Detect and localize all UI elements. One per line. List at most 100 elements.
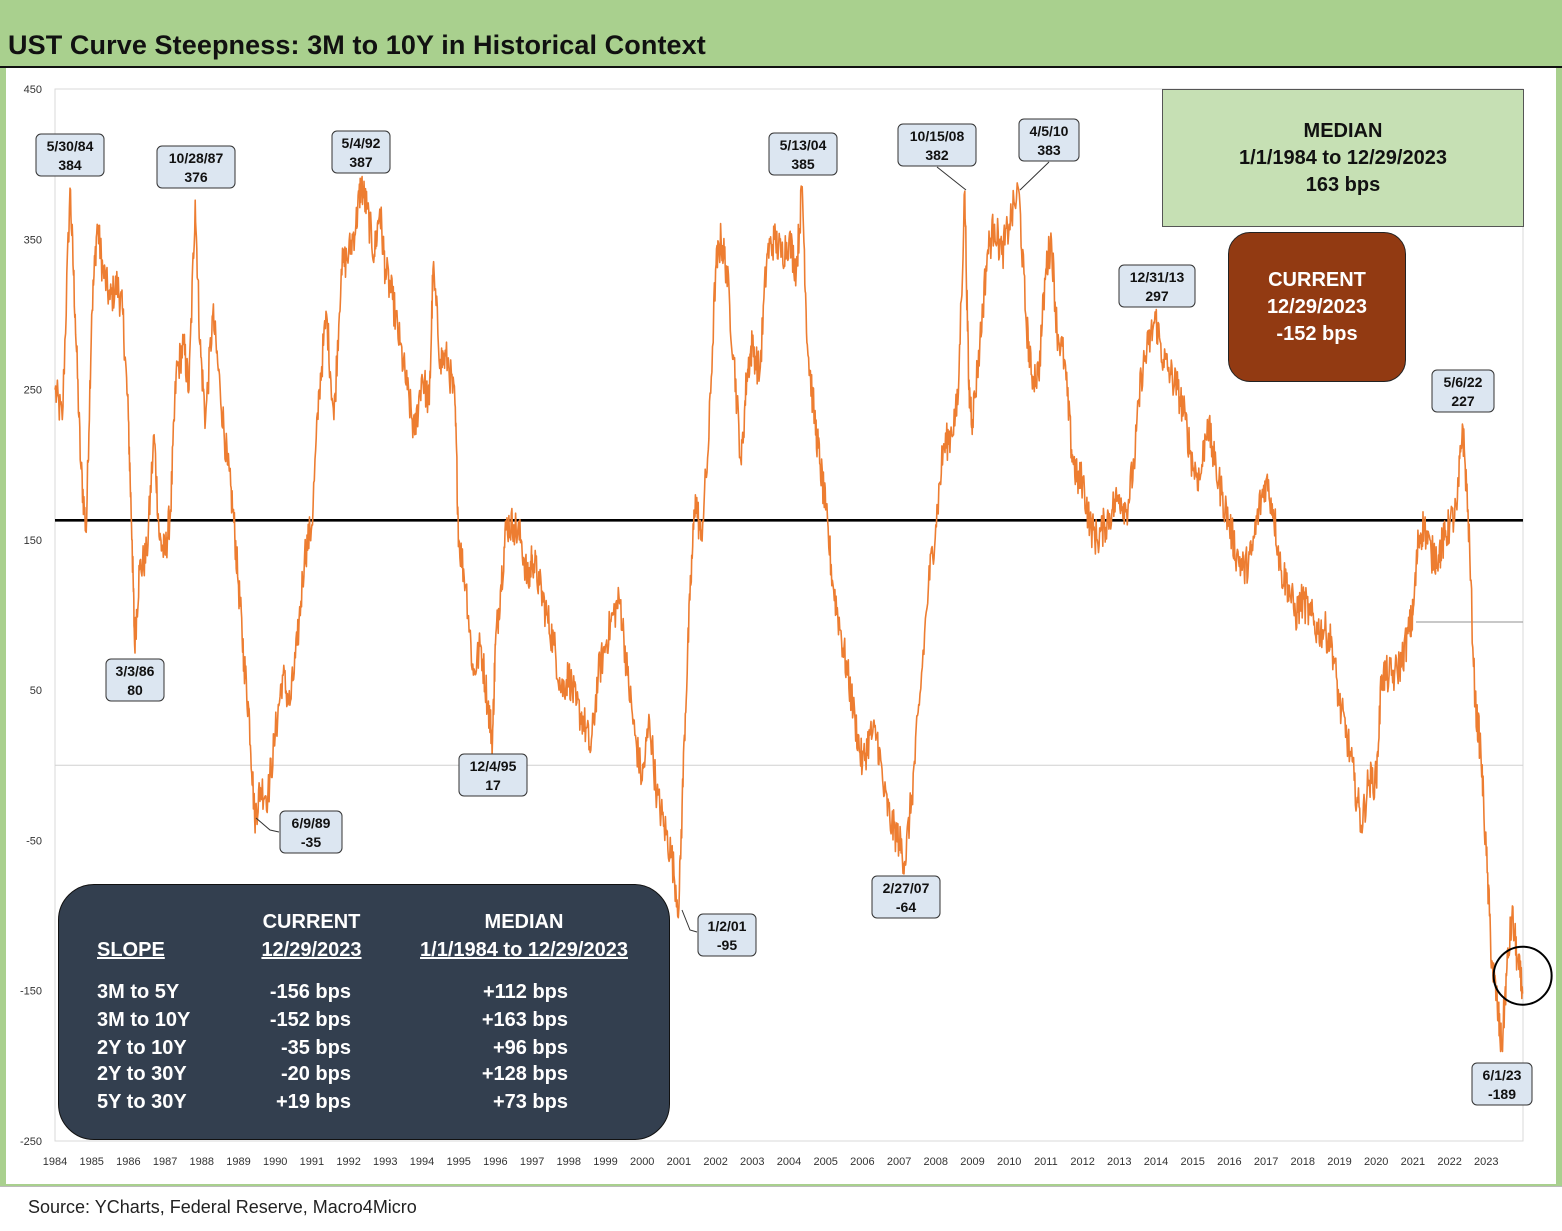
x-tick-label: 1991 (300, 1156, 324, 1168)
median-callout-line2: 1/1/1984 to 12/29/2023 (1239, 146, 1447, 169)
annotation-box (697, 913, 757, 957)
annotation-value: -95 (717, 937, 737, 953)
x-tick-label: 1998 (557, 1156, 581, 1168)
annotation-value: 17 (485, 777, 501, 793)
x-tick-label: 1989 (226, 1156, 250, 1168)
x-tick-label: 2015 (1180, 1156, 1204, 1168)
current-callout-line2: 12/29/2023 (1266, 295, 1368, 318)
current-cell: -35 bps (280, 1037, 351, 1059)
annotation-date: 5/6/22 (1444, 374, 1483, 390)
median-callout-line1: MEDIAN (1303, 119, 1383, 142)
annotation-value: -64 (896, 899, 916, 915)
annotation-box (1118, 264, 1196, 308)
annotation-value: 80 (127, 682, 143, 698)
x-tick-label: 1990 (263, 1156, 287, 1168)
x-tick-label: 1995 (446, 1156, 470, 1168)
slope-cell: 2Y to 30Y (97, 1063, 187, 1085)
annotation-date: 6/1/23 (1483, 1067, 1522, 1083)
annotation-leader (1019, 161, 1050, 191)
x-tick-label: 1997 (520, 1156, 544, 1168)
slope-cell: 3M to 10Y (97, 1009, 191, 1031)
median-callout: MEDIAN 1/1/1984 to 12/29/2023 163 bps (1162, 89, 1524, 227)
y-tick-label: 450 (24, 84, 42, 96)
series-line-3m-10y (54, 175, 1524, 1053)
x-tick-label: 1999 (593, 1156, 617, 1168)
annotation-date: 4/5/10 (1030, 123, 1069, 139)
y-tick-label: -250 (20, 1136, 42, 1148)
table-row: 2Y to 30Y -20 bps +128 bps (59, 1063, 669, 1091)
x-tick-label: 1992 (336, 1156, 360, 1168)
y-tick-label: 350 (24, 234, 42, 246)
annotation-value: 227 (1451, 393, 1475, 409)
annotation-value: 385 (791, 156, 815, 172)
current-callout-line1: CURRENT (1268, 268, 1366, 291)
slope-cell: 2Y to 10Y (97, 1037, 187, 1059)
x-tick-label: 2017 (1254, 1156, 1278, 1168)
x-tick-label: 2010 (997, 1156, 1021, 1168)
x-tick-label: 2000 (630, 1156, 654, 1168)
current-callout: CURRENT 12/29/2023 -152 bps (1228, 232, 1406, 382)
median-cell: +112 bps (482, 981, 568, 1003)
annotation-box (1431, 369, 1495, 413)
annotation-box (458, 753, 528, 797)
y-tick-label: -150 (20, 986, 42, 998)
x-tick-label: 1986 (116, 1156, 140, 1168)
x-tick-label: 2020 (1364, 1156, 1388, 1168)
annotation-box (156, 145, 236, 189)
annotation-leader (936, 166, 967, 191)
annotation-date: 10/15/08 (910, 128, 965, 144)
x-tick-label: 2011 (1034, 1156, 1058, 1168)
x-tick-label: 2004 (777, 1156, 801, 1168)
x-tick-label: 2016 (1217, 1156, 1241, 1168)
header-current: CURRENT (262, 911, 361, 933)
annotation-box (897, 123, 977, 167)
annotation-date: 12/31/13 (1130, 269, 1185, 285)
header-median-range: 1/1/1984 to 12/29/2023 (420, 939, 628, 961)
x-tick-label: 2003 (740, 1156, 764, 1168)
x-axis: 1984 1985 1986 1987 1988 1989 1990 1991 1992 1993… (43, 1156, 1499, 1168)
annotation-date: 5/13/04 (780, 137, 827, 153)
current-cell: -20 bps (280, 1063, 351, 1085)
annotation-value: 383 (1037, 142, 1061, 158)
x-tick-label: 2001 (667, 1156, 691, 1168)
x-tick-label: 2002 (703, 1156, 727, 1168)
current-cell: -152 bps (269, 1009, 351, 1031)
x-tick-label: 1994 (410, 1156, 434, 1168)
x-tick-label: 2023 (1474, 1156, 1498, 1168)
annotation-value: 387 (349, 154, 373, 170)
annotation-leader (255, 817, 280, 833)
table-row: 5Y to 30Y +19 bps +73 bps (59, 1091, 669, 1119)
annotation-box (105, 658, 165, 702)
median-cell: +96 bps (492, 1037, 568, 1059)
current-callout-line3: -152 bps (1276, 322, 1358, 345)
current-cell: -156 bps (269, 981, 351, 1003)
annotation-value: -189 (1488, 1086, 1516, 1102)
source-note: Source: YCharts, Federal Reserve, Macro4… (28, 1197, 417, 1217)
x-tick-label: 2022 (1437, 1156, 1461, 1168)
annotation-date: 1/2/01 (708, 918, 747, 934)
annotation-box (35, 133, 105, 177)
series-group (54, 175, 1553, 1053)
x-tick-label: 2014 (1144, 1156, 1168, 1168)
x-tick-label: 1996 (483, 1156, 507, 1168)
annotation-value: 382 (925, 147, 949, 163)
x-tick-label: 2013 (1107, 1156, 1131, 1168)
annotation-date: 10/28/87 (169, 150, 224, 166)
y-axis: 450 350 250 150 50 -50 -150 -250 (20, 84, 42, 1148)
x-tick-label: 2009 (960, 1156, 984, 1168)
median-cell: +73 bps (492, 1091, 568, 1113)
y-tick-label: -50 (26, 835, 42, 847)
annotation-value: 297 (1145, 288, 1169, 304)
reference-lines (55, 519, 1523, 766)
x-tick-label: 1985 (79, 1156, 103, 1168)
y-tick-label: 50 (30, 685, 42, 697)
annotation-value: 376 (184, 169, 208, 185)
annotation-value: 384 (58, 157, 82, 173)
header-median: MEDIAN (484, 911, 564, 933)
title-divider (0, 66, 1562, 68)
x-tick-label: 2008 (924, 1156, 948, 1168)
annotation-date: 6/9/89 (292, 815, 331, 831)
x-tick-label: 2019 (1327, 1156, 1351, 1168)
x-tick-label: 2018 (1291, 1156, 1315, 1168)
table-row: 3M to 5Y -156 bps +112 bps (59, 981, 669, 1009)
